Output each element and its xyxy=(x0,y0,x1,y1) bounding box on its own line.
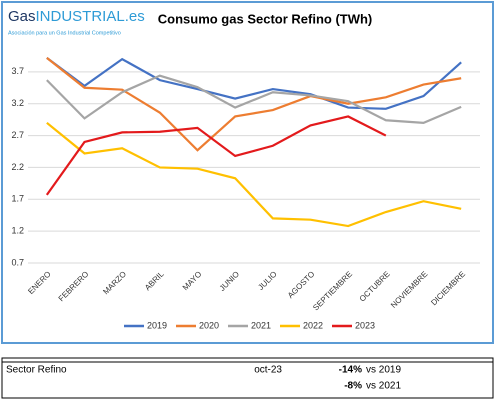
change: -8% xyxy=(344,381,362,392)
series-line xyxy=(46,56,462,152)
chart-title: Consumo gas Sector Refino (TWh) xyxy=(158,11,373,26)
logo: GasINDUSTRIAL.es xyxy=(8,8,145,25)
legend-label: 2019 xyxy=(147,320,167,330)
legend-label: 2022 xyxy=(303,320,323,330)
logo-b: INDUSTRIAL.es xyxy=(36,8,145,25)
change: -14% xyxy=(339,365,362,376)
logo-a: Gas xyxy=(8,8,36,25)
ref: vs 2021 xyxy=(366,381,401,392)
legend-label: 2020 xyxy=(199,320,219,330)
y-tick-label: 1.7 xyxy=(11,194,24,204)
legend-label: 2021 xyxy=(251,320,271,330)
y-tick-label: 2.2 xyxy=(11,162,24,172)
table-period: oct-23 xyxy=(254,365,282,376)
series-line xyxy=(45,115,387,196)
logo-tagline: Asociación para un Gas Industrial Compet… xyxy=(8,30,121,36)
y-tick-label: 0.7 xyxy=(11,257,24,267)
legend-label: 2023 xyxy=(355,320,375,330)
table-label: Sector Refino xyxy=(6,365,67,376)
series-line xyxy=(46,121,462,228)
y-tick-label: 3.7 xyxy=(11,66,24,76)
summary-table xyxy=(1,357,494,399)
series-line xyxy=(46,74,462,124)
ref: vs 2019 xyxy=(366,365,401,376)
y-tick-label: 2.7 xyxy=(11,130,24,140)
y-tick-label: 3.2 xyxy=(11,98,24,108)
chart-frame xyxy=(1,1,494,344)
y-tick-label: 1.2 xyxy=(11,226,24,236)
series-line xyxy=(46,56,462,110)
